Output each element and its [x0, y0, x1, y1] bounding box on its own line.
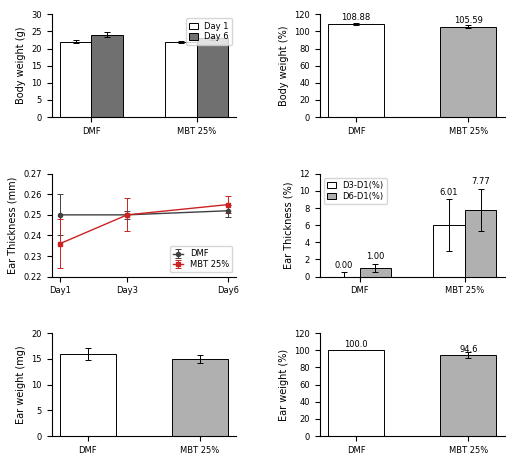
Bar: [60, 42, 92, 117]
Y-axis label: Ear weight (mg): Ear weight (mg): [16, 346, 26, 424]
Text: 100.0: 100.0: [345, 340, 368, 349]
Legend: D3-D1(%), D6-D1(%): D3-D1(%), D6-D1(%): [324, 178, 387, 204]
Text: 6.01: 6.01: [440, 188, 458, 197]
Bar: [328, 24, 384, 117]
Bar: [165, 42, 197, 117]
Legend: Day 1, Day 6: Day 1, Day 6: [186, 18, 232, 45]
Y-axis label: Ear Thickness (mm): Ear Thickness (mm): [8, 176, 18, 274]
Legend: DMF, MBT 25%: DMF, MBT 25%: [170, 246, 232, 273]
Text: 0.00: 0.00: [335, 261, 353, 270]
Bar: [172, 359, 228, 436]
Bar: [197, 38, 228, 117]
Bar: [440, 27, 496, 117]
Text: 7.77: 7.77: [471, 177, 490, 186]
Text: 1.00: 1.00: [366, 252, 385, 261]
Bar: [60, 354, 116, 436]
Y-axis label: Body weight (g): Body weight (g): [15, 27, 26, 104]
Text: 108.88: 108.88: [341, 13, 371, 22]
Bar: [328, 350, 384, 436]
Y-axis label: Ear Thickness (%): Ear Thickness (%): [284, 182, 294, 269]
Bar: [433, 225, 465, 277]
Bar: [465, 210, 496, 277]
Y-axis label: Ear weight (%): Ear weight (%): [279, 348, 289, 421]
Bar: [440, 355, 496, 436]
Y-axis label: Body weight (%): Body weight (%): [279, 26, 289, 106]
Bar: [359, 268, 391, 277]
Text: 94.6: 94.6: [459, 345, 477, 354]
Text: 105.59: 105.59: [454, 16, 483, 25]
Bar: [92, 35, 123, 117]
